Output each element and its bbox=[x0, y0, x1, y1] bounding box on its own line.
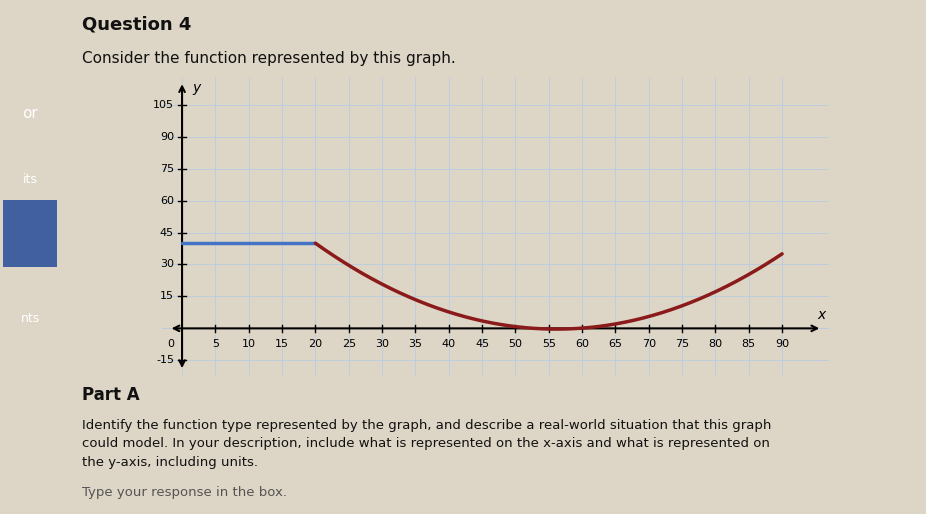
Text: its: its bbox=[22, 173, 38, 187]
Text: 80: 80 bbox=[708, 339, 722, 349]
Text: 15: 15 bbox=[275, 339, 289, 349]
Text: 30: 30 bbox=[375, 339, 389, 349]
Text: 5: 5 bbox=[212, 339, 219, 349]
Text: 45: 45 bbox=[475, 339, 489, 349]
Text: 40: 40 bbox=[442, 339, 456, 349]
Text: x: x bbox=[817, 308, 825, 322]
Text: Part A: Part A bbox=[81, 386, 140, 403]
Text: 50: 50 bbox=[508, 339, 522, 349]
Text: 105: 105 bbox=[153, 100, 174, 110]
Text: 45: 45 bbox=[160, 228, 174, 237]
Text: Question 4: Question 4 bbox=[81, 15, 191, 33]
Text: 15: 15 bbox=[160, 291, 174, 301]
Text: 60: 60 bbox=[575, 339, 589, 349]
Text: Consider the function represented by this graph.: Consider the function represented by thi… bbox=[81, 51, 456, 66]
Text: or: or bbox=[22, 105, 38, 121]
Text: 75: 75 bbox=[160, 163, 174, 174]
Text: 85: 85 bbox=[742, 339, 756, 349]
Text: Identify the function type represented by the graph, and describe a real-world s: Identify the function type represented b… bbox=[81, 419, 771, 469]
Text: 75: 75 bbox=[675, 339, 689, 349]
Text: 0: 0 bbox=[167, 339, 174, 349]
Text: nts: nts bbox=[20, 312, 40, 325]
Text: 60: 60 bbox=[160, 196, 174, 206]
Text: 65: 65 bbox=[608, 339, 622, 349]
Text: y: y bbox=[192, 81, 200, 96]
Text: 70: 70 bbox=[642, 339, 656, 349]
Text: 90: 90 bbox=[160, 132, 174, 142]
Text: 30: 30 bbox=[160, 260, 174, 269]
Text: 10: 10 bbox=[242, 339, 256, 349]
Text: 90: 90 bbox=[775, 339, 789, 349]
Bar bbox=[3, 200, 57, 267]
Text: Type your response in the box.: Type your response in the box. bbox=[81, 486, 287, 499]
Text: 20: 20 bbox=[308, 339, 322, 349]
Text: 55: 55 bbox=[542, 339, 556, 349]
Text: 35: 35 bbox=[408, 339, 422, 349]
Text: -15: -15 bbox=[156, 355, 174, 365]
Text: 25: 25 bbox=[342, 339, 356, 349]
